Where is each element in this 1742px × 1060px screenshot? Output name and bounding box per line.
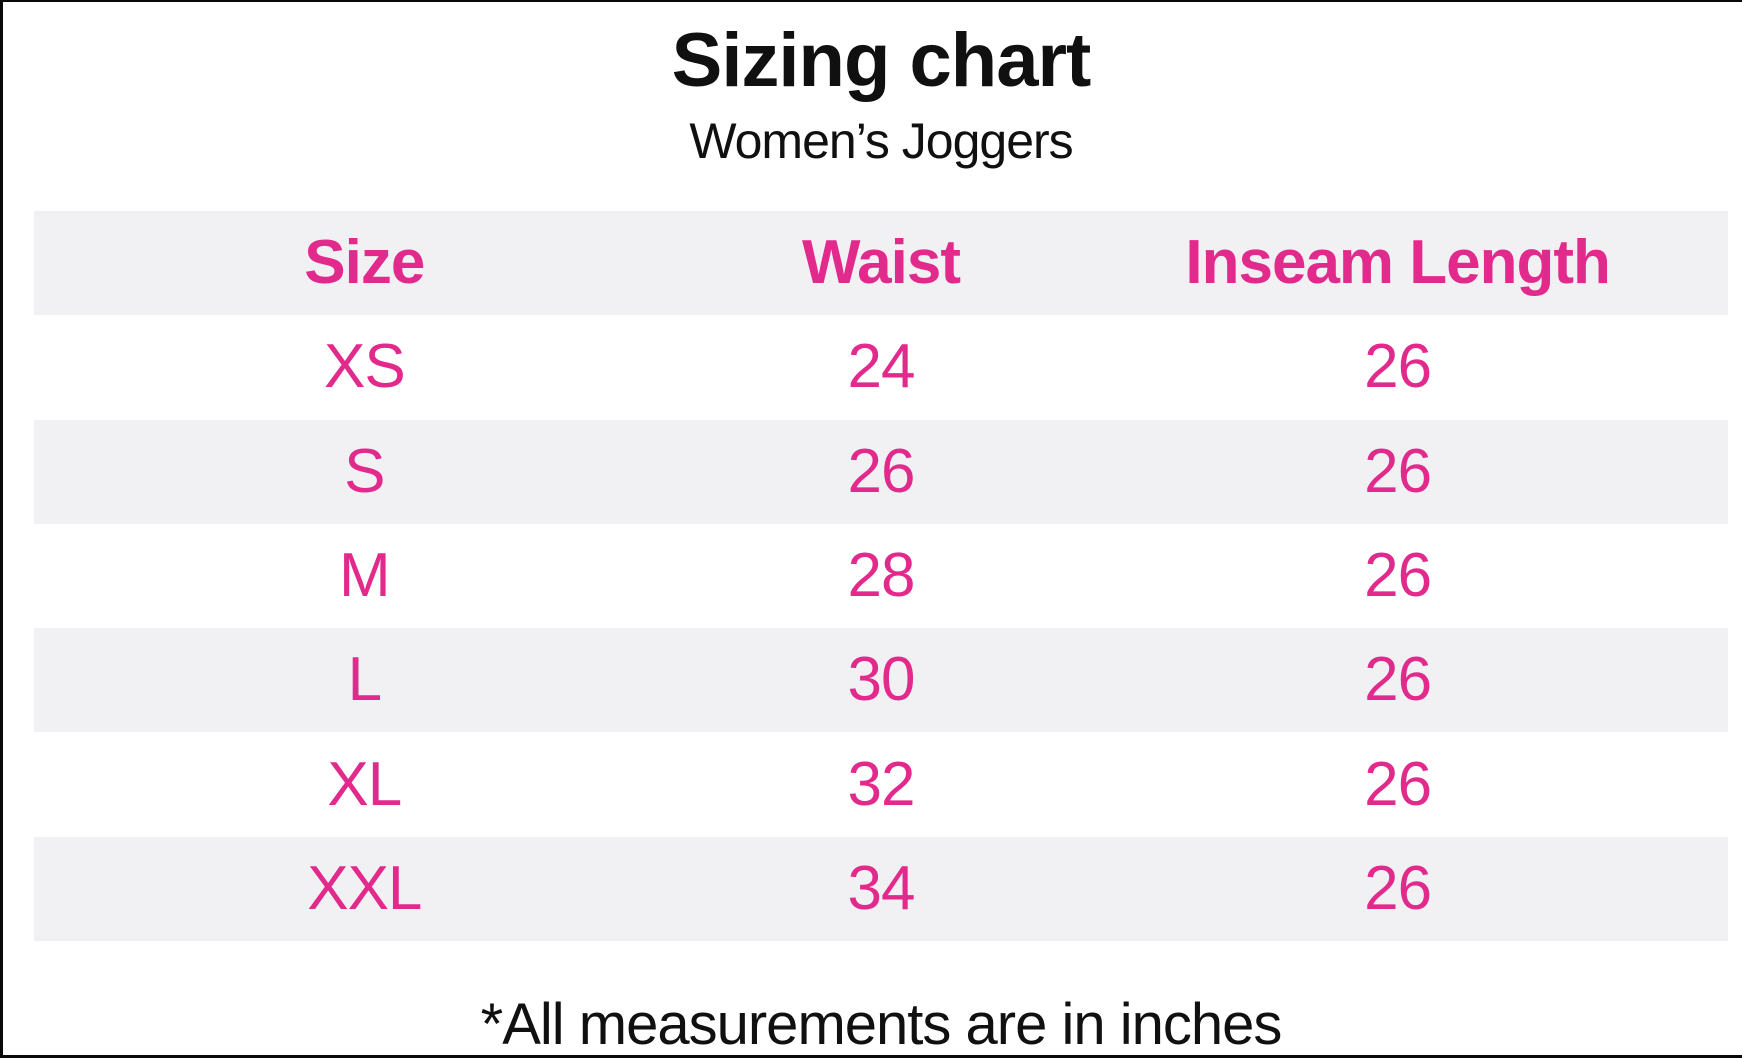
inseam-value: 26 bbox=[1364, 749, 1432, 819]
table-row-s: S 26 26 bbox=[34, 419, 1728, 524]
waist-value: 26 bbox=[847, 436, 916, 506]
size-value: L bbox=[347, 645, 382, 715]
size-value: S bbox=[344, 436, 385, 506]
sizing-table: Size Waist Inseam Length XS 24 26 S 26 2… bbox=[34, 211, 1728, 942]
product-subtitle: Women’s Joggers bbox=[689, 113, 1073, 169]
size-value: M bbox=[339, 541, 391, 611]
size-value: XXL bbox=[307, 853, 422, 923]
measurements-note: *All measurements are in inches bbox=[480, 992, 1283, 1057]
waist-value: 28 bbox=[847, 541, 916, 611]
inseam-value: 26 bbox=[1364, 853, 1432, 923]
inseam-value: 26 bbox=[1364, 436, 1432, 506]
column-header-inseam-length: Inseam Length bbox=[1185, 228, 1611, 298]
table-header-row: Size Waist Inseam Length bbox=[34, 211, 1728, 316]
column-header-waist: Waist bbox=[801, 228, 961, 298]
inseam-value: 26 bbox=[1364, 541, 1432, 611]
table-row-xxl: XXL 34 26 bbox=[34, 836, 1728, 942]
table-row-m: M 28 26 bbox=[34, 523, 1728, 629]
table-row-xl: XL 32 26 bbox=[34, 732, 1728, 837]
inseam-value: 26 bbox=[1364, 645, 1432, 715]
table-row-l: L 30 26 bbox=[34, 628, 1728, 733]
size-value: XL bbox=[327, 749, 402, 819]
column-header-size: Size bbox=[304, 228, 425, 298]
waist-value: 32 bbox=[847, 749, 916, 819]
inseam-value: 26 bbox=[1364, 332, 1432, 402]
waist-value: 30 bbox=[847, 645, 916, 715]
waist-value: 34 bbox=[847, 853, 916, 923]
waist-value: 24 bbox=[847, 332, 916, 402]
table-row-xs: XS 24 26 bbox=[34, 315, 1728, 420]
size-value: XS bbox=[323, 332, 406, 402]
page-title: Sizing chart bbox=[671, 18, 1092, 103]
